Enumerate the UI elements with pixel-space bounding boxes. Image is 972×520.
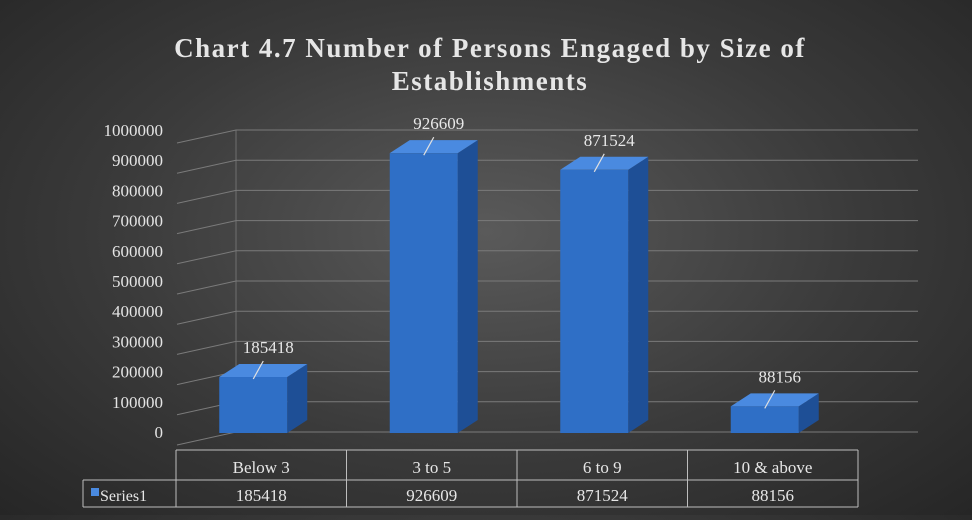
x-category-label: Below 3 — [233, 458, 290, 477]
leader-line — [423, 136, 435, 156]
legend-series-name: Series1 — [100, 488, 147, 505]
leader-line — [764, 390, 776, 409]
leader-line — [593, 153, 605, 173]
bar-front — [560, 169, 629, 434]
y-tick-label: 300000 — [112, 332, 163, 351]
gridline — [176, 340, 918, 355]
y-tick-label: 1000000 — [104, 121, 164, 140]
gridline — [176, 159, 918, 174]
data-label: 926609 — [413, 114, 464, 133]
gridlines — [176, 129, 918, 446]
leader-line — [252, 360, 264, 380]
y-axis-ticks: 0 100000 200000 300000 400000 500000 600000 700… — [104, 121, 164, 442]
gridline — [176, 129, 918, 144]
y-tick-label: 500000 — [112, 272, 163, 291]
bar-front — [389, 153, 458, 434]
bars — [219, 140, 819, 434]
data-table: Below 3 185418 3 to 5 926609 6 to 9 871524 10 … — [82, 449, 859, 508]
bar-top — [389, 140, 478, 154]
y-tick-label: 700000 — [112, 212, 163, 231]
bar-top — [219, 364, 308, 378]
table-value: 88156 — [752, 486, 795, 505]
x-category-label: 3 to 5 — [412, 458, 451, 477]
bar-front — [730, 406, 799, 433]
gridline — [176, 310, 918, 325]
bar-side — [287, 364, 308, 433]
y-tick-label: 0 — [155, 423, 164, 442]
bar-side — [628, 156, 649, 434]
y-tick-label: 900000 — [112, 151, 163, 170]
data-labels: 185418 926609 871524 88156 — [243, 114, 802, 409]
bar-side — [798, 393, 819, 433]
gridline — [176, 220, 918, 235]
gridline — [176, 250, 918, 265]
bar — [389, 140, 478, 434]
bar — [219, 364, 308, 433]
table-value: 926609 — [406, 486, 457, 505]
y-tick-label: 600000 — [112, 242, 163, 261]
chart-title-line1: Chart 4.7 Number of Persons Engaged by S… — [174, 33, 806, 63]
bar-side — [457, 140, 478, 434]
y-tick-label: 100000 — [112, 393, 163, 412]
data-label: 871524 — [584, 131, 636, 150]
data-label: 88156 — [759, 367, 802, 386]
data-label: 185418 — [243, 338, 294, 357]
bar-top — [560, 156, 649, 170]
x-category-label: 6 to 9 — [583, 458, 622, 477]
gridline — [176, 431, 918, 446]
bar-front — [219, 377, 288, 433]
x-category-label: 10 & above — [733, 458, 812, 477]
legend-key-icon — [91, 488, 99, 496]
y-tick-label: 400000 — [112, 302, 163, 321]
y-tick-label: 800000 — [112, 181, 163, 200]
table-value: 871524 — [577, 486, 629, 505]
bar — [560, 156, 649, 434]
bar-top — [730, 393, 819, 407]
chart-title-line2: Establishments — [392, 66, 589, 96]
gridline — [176, 280, 918, 295]
y-tick-label: 200000 — [112, 363, 163, 382]
bar — [730, 393, 819, 433]
gridline — [176, 189, 918, 204]
table-value: 185418 — [236, 486, 287, 505]
